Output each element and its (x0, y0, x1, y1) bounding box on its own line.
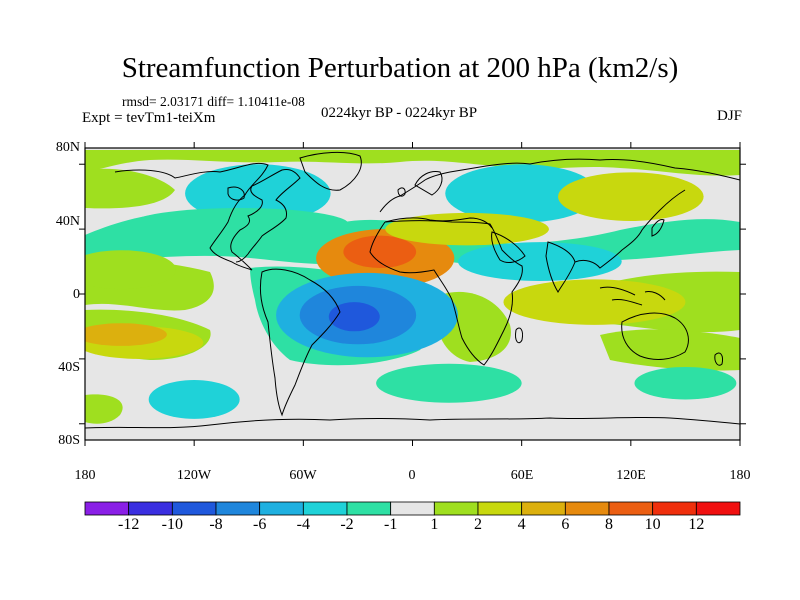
coast-uk (397, 187, 406, 197)
field-blob-12 (676, 222, 740, 249)
coast-new-zealand (714, 352, 723, 366)
map-title: Streamfunction Perturbation at 200 hPa (… (121, 52, 679, 84)
colorbar-box-8 (433, 501, 479, 516)
colorbar-box-2 (171, 501, 217, 516)
colorbar-box-6 (346, 501, 392, 516)
colorbar-box-11 (564, 501, 610, 516)
colorbar-label-0: -12 (117, 516, 140, 533)
stats-line: rmsd= 2.03171 diff= 1.10411e-08 (122, 94, 305, 109)
axis-ticks (79, 142, 746, 446)
coast-arabia (491, 231, 526, 264)
lon-label-180e: 180 (729, 468, 751, 483)
lat-label-40s: 40S (58, 360, 80, 375)
colorbar-box-3 (215, 501, 261, 516)
field-blob-14 (503, 279, 686, 325)
colorbar-box-14 (695, 501, 741, 516)
experiment-label: Expt = tevTm1-teiXm (82, 110, 216, 126)
colorbar-label-4: -4 (296, 516, 310, 533)
coast-greenland (299, 151, 362, 191)
lon-label-120w: 120W (176, 468, 212, 483)
lon-label-60w: 60W (289, 468, 317, 483)
season-label: DJF (716, 108, 742, 124)
coast-europe (379, 158, 740, 213)
coast-scandinavia (414, 171, 443, 196)
colorbar-label-5: -2 (340, 516, 354, 533)
coast-australia (621, 312, 689, 360)
colorbar-box-13 (652, 501, 697, 516)
field-blob-10 (376, 363, 522, 403)
field-blob-6 (130, 208, 349, 241)
coast-hudson (227, 186, 245, 201)
field-blob-4 (328, 302, 380, 332)
coast-indonesia (599, 286, 666, 306)
colorbar-label-10: 6 (561, 516, 570, 533)
coast-japan (651, 219, 665, 237)
coast-north-america (114, 162, 301, 271)
field-arctic-green (85, 150, 740, 176)
lat-label-0: 0 (73, 287, 80, 302)
colorbar-box-7 (390, 501, 435, 516)
period-label: 0224kyr BP - 0224kyr BP (321, 105, 478, 121)
coast-africa (369, 220, 523, 366)
lon-label-120e: 120E (616, 468, 646, 483)
colorbar-box-9 (477, 501, 523, 516)
coast-madagascar (515, 327, 523, 344)
colorbar-label-13: 12 (688, 516, 705, 533)
field-blob-7 (445, 164, 599, 223)
field-blob-11 (634, 367, 737, 400)
colorbar-label-7: 1 (430, 516, 439, 533)
lon-label-60e: 60E (510, 468, 534, 483)
lon-label-180w: 180 (74, 468, 96, 483)
lat-label-40n: 40N (55, 214, 80, 229)
field-blob-5 (185, 164, 331, 223)
coast-east-asia (574, 189, 686, 269)
field-blob-16 (85, 250, 176, 290)
colorbar-box-1 (128, 501, 173, 516)
colorbar-box-0 (84, 501, 130, 516)
colorbar-box-10 (521, 501, 566, 516)
coastlines (85, 151, 740, 429)
field-blob-18 (85, 323, 167, 346)
field-blob-13 (558, 172, 704, 222)
colorbar-box-4 (259, 501, 304, 516)
field-nwatl-green (85, 168, 175, 209)
field-blob-1 (343, 235, 417, 269)
field-antarctic-green (85, 394, 123, 424)
field-blob-9 (148, 379, 240, 419)
colorbar-label-6: -1 (383, 516, 398, 533)
colorbar-label-2: -8 (209, 516, 223, 533)
colorbar-label-11: 8 (605, 516, 613, 533)
field-blob-8 (457, 242, 622, 282)
colorbar-label-1: -10 (161, 516, 183, 533)
field-contours (85, 164, 740, 419)
colorbar-label-8: 2 (474, 516, 482, 533)
colorbar-label-3: -6 (252, 516, 267, 533)
coast-antarctica (85, 416, 740, 429)
colorbar-label-12: 10 (644, 516, 661, 533)
coast-south-america (259, 268, 341, 417)
colorbar-box-5 (302, 501, 348, 516)
field-s-indian-green (600, 329, 740, 371)
coast-india (545, 241, 576, 293)
colorbar-box-12 (608, 501, 654, 516)
colorbar-label-9: 4 (517, 516, 526, 533)
lon-label-0: 0 (408, 468, 416, 483)
lat-label-80n: 80N (55, 140, 80, 155)
coast-mediterranean (384, 217, 493, 229)
lat-label-80s: 80S (58, 433, 80, 448)
